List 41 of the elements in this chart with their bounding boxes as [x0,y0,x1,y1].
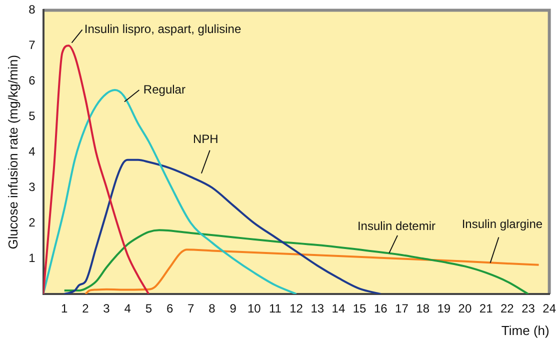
y-tick-label: 7 [28,38,36,52]
x-tick-label: 20 [458,302,472,316]
x-tick-label: 15 [352,302,367,316]
y-tick-label: 8 [28,2,36,17]
x-tick-label: 9 [230,302,237,316]
y-tick-label: 1 [28,250,36,265]
x-axis-title: Time (h) [501,322,550,338]
x-tick-label: 21 [479,302,494,316]
x-tick-label: 12 [290,302,304,316]
x-tick-label: 22 [500,302,514,316]
x-tick-label: 14 [332,302,346,316]
text: NPH [192,132,218,146]
y-tick-label: 2 [28,215,36,230]
x-tick-label: 24 [542,302,556,316]
x-tick-label: 2 [82,302,90,316]
x-tick-label: 23 [522,302,536,316]
line-series [63,229,530,294]
x-tick-label: 13 [310,302,324,316]
series-label: Insulin detemir [357,218,436,233]
x-tick-label: 6 [166,302,174,316]
x-tick-label: 8 [208,302,216,316]
x-tick-label: 18 [416,302,430,316]
x-tick-label: 19 [437,302,451,316]
x-tick-label: 5 [145,302,152,316]
line-series [84,248,540,294]
y-tick-label: 5 [28,108,36,123]
series-label: Regular [143,82,186,96]
y-tick-label: 6 [28,73,36,88]
y-axis-title: Glucose infusion rate (mg/kg/min) [5,54,20,250]
text: Insulin glargine [462,217,543,232]
x-tick-label: 17 [395,302,409,316]
x-tick-label: 3 [103,302,110,316]
x-tick-label: 1 [61,302,68,316]
y-tick-label: 3 [28,180,36,194]
series-label: Insulin lispro, aspart, glulisine [84,22,242,36]
x-tick-label: 11 [268,302,282,316]
x-tick-label: 16 [374,302,388,316]
x-tick-label: 10 [247,302,262,316]
y-tick-label: 4 [28,144,36,158]
x-tick-label: 4 [124,302,132,316]
x-tick-label: 7 [188,302,195,316]
